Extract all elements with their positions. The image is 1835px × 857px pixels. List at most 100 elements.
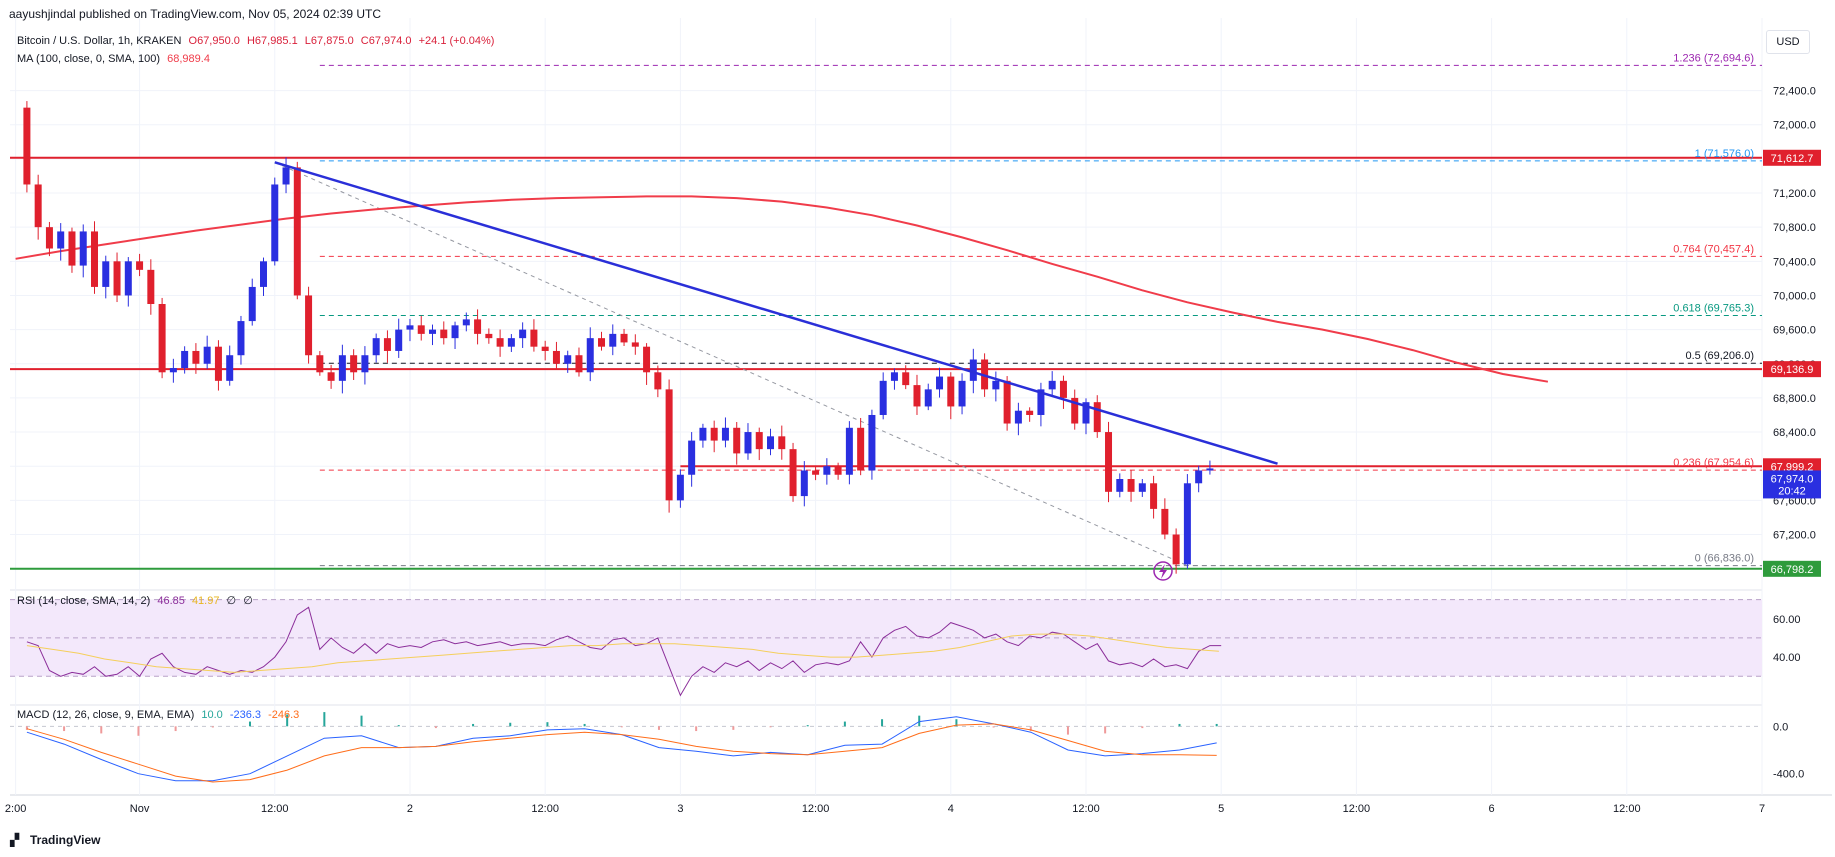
candle-body — [1161, 508, 1169, 535]
candle-body — [620, 333, 628, 343]
resistance-upper-label: 71,612.7 — [1771, 153, 1814, 165]
candle-body — [1138, 483, 1146, 492]
candle-body — [214, 346, 222, 381]
rsi-line — [26, 606, 1222, 697]
macd-histogram-bar — [360, 715, 363, 727]
publisher-line: aayushjindal published on TradingView.co… — [9, 7, 382, 21]
candle-body — [598, 338, 606, 347]
candle-body — [755, 432, 763, 450]
macd-histogram-bar — [546, 722, 549, 727]
macd-histogram-bar — [286, 714, 289, 727]
x-tick-label: 4 — [948, 803, 954, 815]
macd-histogram-bar — [1029, 726, 1032, 732]
candle-body — [1116, 479, 1124, 492]
macd-histogram-bar — [1104, 726, 1107, 734]
lightning-icon — [1153, 561, 1173, 581]
candle-body — [913, 385, 921, 407]
macd-histogram-bar — [769, 726, 772, 728]
candle-body — [789, 449, 797, 497]
macd-histogram-bar — [174, 726, 177, 732]
x-tick-label: 2 — [407, 803, 413, 815]
y-tick-label: 72,000.0 — [1773, 120, 1816, 132]
candle-body — [733, 427, 741, 454]
macd-histogram-bar — [881, 719, 884, 727]
macd-histogram-bar — [843, 721, 846, 727]
ohlc-open: O67,950.0 — [188, 35, 240, 47]
candle-body — [1082, 402, 1090, 424]
candle-body — [586, 338, 594, 373]
symbol-title[interactable]: Bitcoin / U.S. Dollar, 1h, KRAKEN — [17, 35, 182, 47]
y-tick-label: 68,800.0 — [1773, 393, 1816, 405]
macd-legend[interactable]: MACD (12, 26, close, 9, EMA, EMA) 10.0 -… — [17, 709, 303, 721]
candle-body — [631, 342, 639, 347]
candle-body — [68, 231, 76, 266]
candle-body — [800, 470, 808, 497]
footer-logo-text: TradingView — [30, 833, 101, 847]
candle-body — [124, 261, 132, 296]
y-tick-label: 67,200.0 — [1773, 530, 1816, 542]
candle-body — [203, 346, 211, 364]
x-tick-label: Nov — [130, 803, 150, 815]
candle-body — [462, 319, 470, 326]
candle-body — [248, 286, 256, 322]
candle-body — [429, 329, 437, 334]
candle-body — [293, 167, 301, 296]
macd-histogram-bar — [323, 712, 326, 727]
x-tick-label: 7 — [1759, 803, 1765, 815]
candle-body — [823, 466, 831, 475]
candle-body — [192, 350, 200, 364]
rsi-value: 46.85 — [157, 595, 185, 607]
candle-body — [34, 184, 42, 228]
candle-body — [496, 338, 504, 347]
candle-body — [947, 376, 955, 407]
macd-histogram-bar — [248, 721, 251, 727]
rsi-legend[interactable]: RSI (14, close, SMA, 14, 2) 46.85 41.97 … — [17, 594, 257, 607]
candle-body — [834, 466, 842, 475]
candle-body — [113, 261, 121, 296]
candle-body — [91, 231, 99, 287]
candle-body — [778, 436, 786, 450]
macd-tick-label: 0.0 — [1773, 721, 1788, 733]
candle-body — [1127, 479, 1135, 492]
y-tick-label: 72,400.0 — [1773, 86, 1816, 98]
macd-signal-line — [26, 723, 1217, 783]
tradingview-logo-icon: ▞ — [10, 833, 19, 847]
y-tick-label: 68,400.0 — [1773, 427, 1816, 439]
resistance-upper-tag — [1763, 149, 1821, 166]
ohlc-low: L67,875.0 — [304, 35, 354, 47]
tradingview-logo[interactable]: ▞ TradingView — [10, 833, 100, 847]
candle-body — [395, 329, 403, 351]
rsi-extra-2: ∅ — [243, 595, 253, 607]
candle-body — [699, 427, 707, 441]
price-change: +24.1 (+0.04%) — [418, 35, 495, 47]
bearish-trendline — [274, 161, 1278, 465]
candle-body — [260, 261, 268, 287]
ma-legend[interactable]: MA (100, close, 0, SMA, 100) 68,989.4 — [17, 53, 214, 65]
candle-body — [45, 227, 53, 249]
candle-body — [474, 319, 482, 334]
candle-body — [1048, 380, 1056, 390]
x-tick-label: 2:00 — [5, 803, 26, 815]
candle-body — [305, 295, 313, 356]
rsi-tick-label: 60.00 — [1773, 614, 1801, 626]
candle-body — [1172, 534, 1180, 565]
x-tick-label: 12:00 — [1343, 803, 1371, 815]
macd-histogram-bar — [434, 726, 437, 729]
y-tick-label: 71,200.0 — [1773, 188, 1816, 200]
macd-histogram-bar — [25, 726, 28, 730]
candle-body — [1059, 380, 1067, 398]
candle-body — [721, 427, 729, 441]
symbol-legend: Bitcoin / U.S. Dollar, 1h, KRAKEN O67,95… — [17, 35, 498, 47]
candle-body — [1071, 397, 1079, 424]
last-price-label: 67,974.0 — [1771, 473, 1814, 485]
currency-button[interactable]: USD — [1766, 30, 1810, 54]
candle-body — [327, 372, 335, 381]
macd-line-value: -236.3 — [229, 709, 262, 721]
candle-body — [767, 436, 775, 450]
candle-body — [958, 380, 966, 407]
candle-body — [552, 350, 560, 364]
countdown-label: 20:42 — [1778, 485, 1806, 497]
resistance-lower-label: 67,999.2 — [1771, 461, 1814, 473]
candle-body — [406, 325, 414, 330]
ma100-line — [15, 195, 1549, 383]
